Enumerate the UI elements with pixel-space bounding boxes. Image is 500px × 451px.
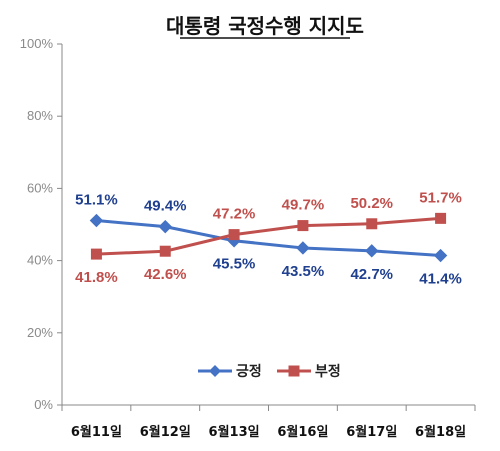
data-label: 42.6%: [144, 266, 187, 283]
data-label: 51.1%: [75, 192, 118, 209]
series-point: [296, 241, 310, 255]
data-label: 43.5%: [282, 263, 325, 280]
series-point: [297, 220, 309, 232]
x-tick-label: 6월11일: [71, 424, 122, 440]
y-tick-label: 80%: [27, 108, 53, 123]
series-point: [90, 248, 102, 260]
legend-marker: [209, 365, 221, 377]
data-label: 51.7%: [419, 189, 462, 206]
data-label: 49.7%: [282, 197, 325, 214]
y-axis-ticks: 0% 20% 40% 60% 80% 100%: [20, 36, 62, 412]
series-point: [435, 212, 447, 224]
data-labels: 51.1% 49.4% 45.5% 43.5% 42.7% 41.4% 41.8% 42.6%…: [75, 189, 462, 287]
y-tick-label: 60%: [27, 180, 53, 195]
series-point: [433, 248, 448, 263]
data-label: 47.2%: [213, 206, 256, 223]
y-tick-label: 20%: [27, 325, 53, 340]
y-tick-label: 40%: [27, 253, 53, 268]
legend-label: 부정: [315, 363, 341, 380]
series-point: [159, 245, 171, 257]
legend-label: 긍정: [236, 363, 262, 380]
series-point: [89, 213, 104, 228]
x-tick-label: 6월16일: [277, 424, 328, 440]
y-tick-label: 0%: [34, 397, 53, 412]
x-tick-label: 6월13일: [209, 424, 260, 440]
series-point: [366, 218, 378, 230]
x-axis-ticks: 6월11일 6월12일 6월13일 6월16일 6월17일 6월18일: [61, 405, 476, 440]
legend: 긍정 부정: [198, 363, 341, 380]
y-tick-label: 100%: [20, 36, 54, 51]
data-label: 45.5%: [213, 256, 256, 273]
series-line: [96, 219, 441, 258]
x-tick-label: 6월12일: [140, 424, 191, 440]
data-label: 42.7%: [350, 266, 393, 283]
x-tick-label: 6월17일: [346, 424, 397, 440]
series-layer: [89, 212, 448, 263]
chart-title: 대통령 국정수행 지지도: [166, 14, 364, 38]
series-point: [365, 244, 379, 258]
x-tick-label: 6월18일: [415, 424, 466, 440]
series-point: [158, 219, 172, 234]
series-point: [228, 229, 240, 241]
series-line: [96, 216, 441, 256]
legend-marker: [288, 365, 300, 377]
data-label: 41.8%: [75, 269, 118, 286]
data-label: 41.4%: [419, 271, 462, 288]
data-label: 49.4%: [144, 198, 187, 215]
data-label: 50.2%: [350, 195, 393, 212]
